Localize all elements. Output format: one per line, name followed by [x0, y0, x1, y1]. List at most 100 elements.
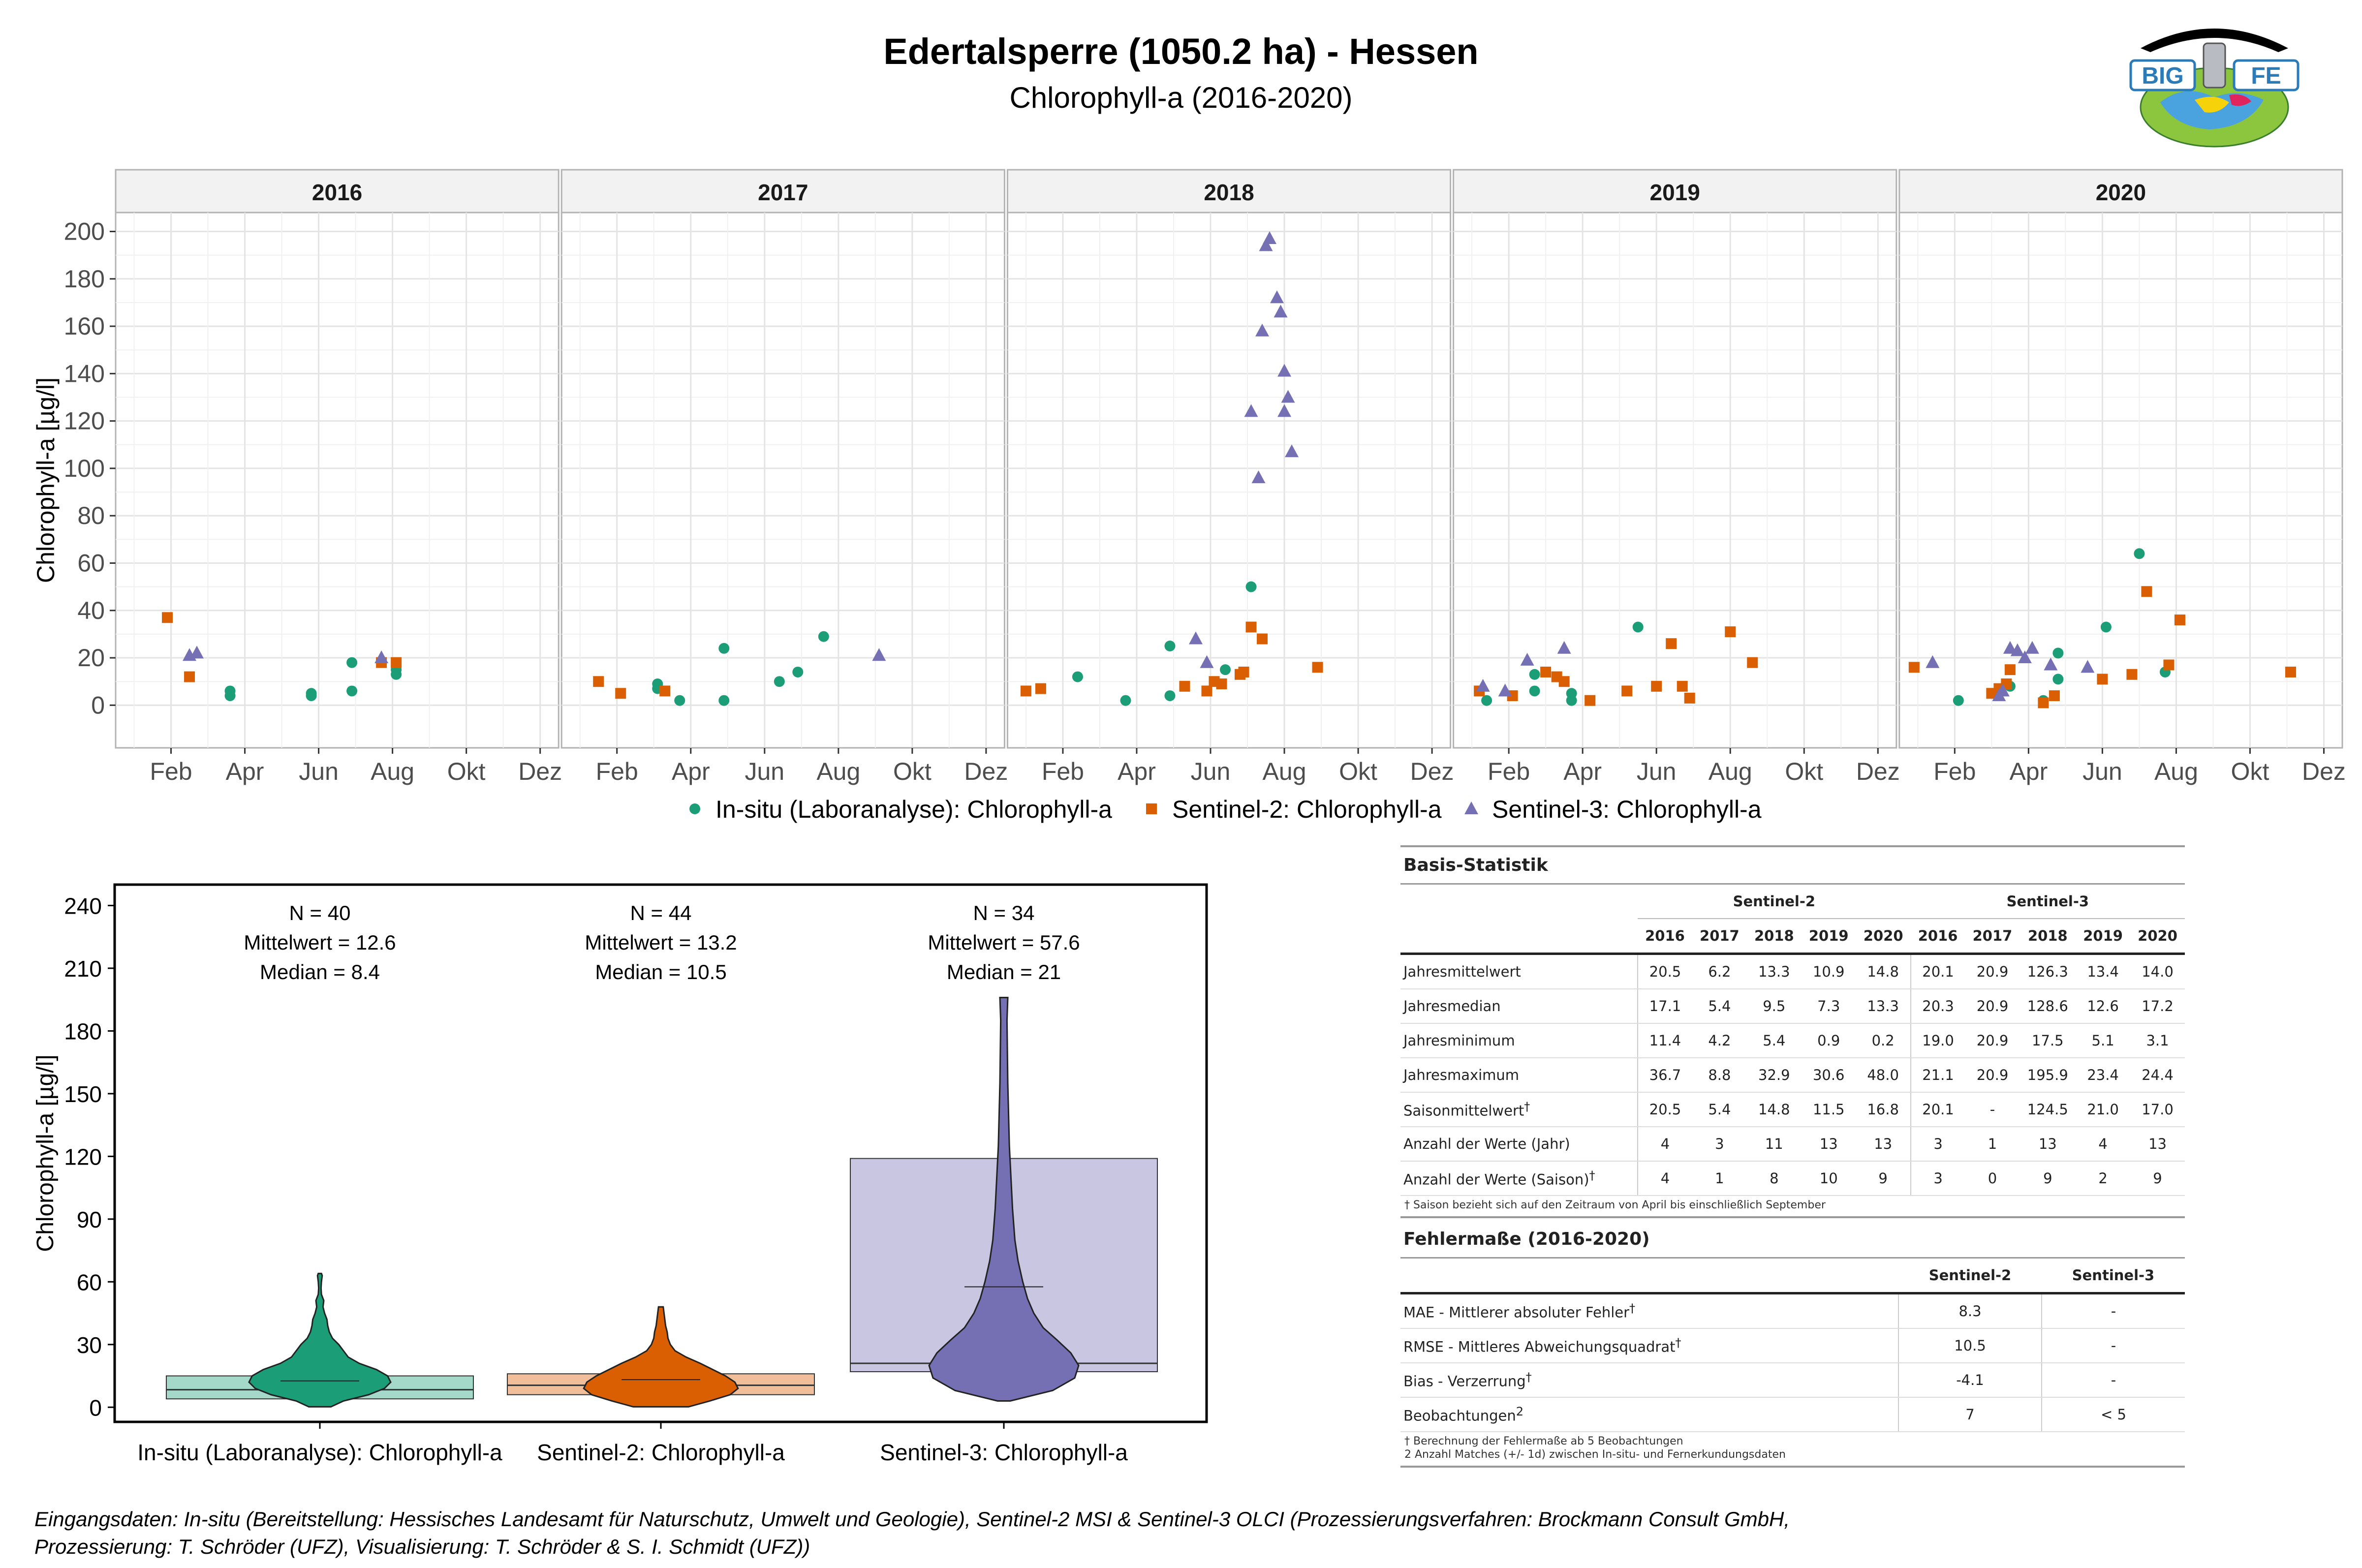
- x-tick-label: Aug: [1263, 758, 1306, 785]
- stat-cell: 0: [1965, 1161, 2020, 1196]
- x-tick-label: Apr: [672, 758, 710, 785]
- x-tick-label: Feb: [596, 758, 638, 785]
- point-insitu: [718, 643, 730, 654]
- facet-label-2020: 2020: [2096, 180, 2146, 205]
- basis-body: Jahresmittelwert 20.5 6.2 13.3 10.9 14.8 20.1 2…: [1400, 953, 2185, 1196]
- point-sentinel-3: [2025, 641, 2039, 654]
- stat-cell: 5.1: [2076, 1023, 2131, 1058]
- logo-arc: [2141, 29, 2288, 52]
- stat-cell: 4: [2076, 1127, 2131, 1162]
- stat-row-label: Jahresmittelwert: [1400, 953, 1638, 989]
- stat-cell: 0.9: [1801, 1023, 1856, 1058]
- logo-box-left: [2129, 59, 2196, 92]
- stat-cell: 9: [2130, 1161, 2185, 1196]
- violin-y-tick-label: 240: [64, 893, 102, 919]
- point-sentinel-2: [2285, 666, 2296, 677]
- stat-cell: 2: [2076, 1161, 2131, 1196]
- group-sentinel-2: Sentinel-2: [1638, 885, 1911, 919]
- page-subtitle: Chlorophyll-a (2016-2020): [1009, 81, 1353, 114]
- x-tick-label: Apr: [1563, 758, 1602, 785]
- facet-strip-2019: [1453, 169, 1897, 214]
- annot-mean-s3: Mittelwert = 57.6: [928, 931, 1080, 954]
- x-tick-label: Okt: [2231, 758, 2269, 785]
- error-row: RMSE - Mittleres Abweichungsquadrat† 10.5…: [1400, 1328, 2185, 1363]
- stat-cell: 17.5: [2020, 1023, 2076, 1058]
- stat-cell: 20.1: [1910, 953, 1965, 989]
- point-insitu: [1529, 685, 1540, 697]
- source-footer: Eingangsdaten: In-situ (Bereitstellung: …: [34, 1506, 2298, 1561]
- x-tick-label: Dez: [1856, 758, 1900, 785]
- facet-panel-2018: [1006, 212, 1452, 749]
- point-insitu: [2100, 621, 2112, 633]
- error-footnote-1: † Berechnung der Fehlermaße ab 5 Beobach…: [1404, 1435, 1683, 1447]
- group-sentinel-3: Sentinel-3: [1910, 885, 2185, 919]
- stat-cell: 195.9: [2020, 1058, 2076, 1093]
- footnote-mark: †: [1524, 1100, 1530, 1114]
- facet-label-2018: 2018: [1204, 180, 1254, 205]
- violin-x-label-s3: Sentinel-3: Chlorophyll-a: [880, 1440, 1128, 1465]
- point-insitu: [1566, 695, 1577, 706]
- scatter-chart: 2016 Feb Apr Jun Aug Okt Dez 2017 Feb Apr Jun Aug Ok…: [32, 169, 2346, 823]
- stat-cell: 48.0: [1856, 1058, 1911, 1093]
- basis-footnote: † Saison bezieht sich auf den Zeitraum v…: [1400, 1196, 2185, 1218]
- point-sentinel-3: [2018, 650, 2032, 664]
- point-sentinel-3: [1263, 231, 1277, 244]
- error-row-label: RMSE - Mittleres Abweichungsquadrat†: [1400, 1328, 1898, 1363]
- point-sentinel-3: [1277, 404, 1292, 417]
- stat-cell: 9: [1856, 1161, 1911, 1196]
- footer-line-1: Eingangsdaten: In-situ (Bereitstellung: …: [34, 1507, 1790, 1531]
- x-tick-label: Okt: [1785, 758, 1823, 785]
- point-sentinel-2: [1245, 621, 1257, 633]
- point-insitu: [1164, 640, 1176, 651]
- point-sentinel-2: [1684, 692, 1695, 704]
- x-tick-label: Jun: [1191, 758, 1231, 785]
- x-tick-label: Aug: [816, 758, 860, 785]
- point-sentinel-2: [1747, 657, 1758, 668]
- stat-cell: 4.2: [1692, 1023, 1747, 1058]
- point-sentinel-3: [1476, 678, 1490, 692]
- stat-row-label: Anzahl der Werte (Saison)†: [1400, 1161, 1638, 1196]
- stat-cell: 36.7: [1637, 1058, 1692, 1093]
- stat-cell: 13.3: [1746, 953, 1802, 989]
- point-sentinel-2: [2174, 615, 2185, 626]
- error-cell: < 5: [2041, 1397, 2185, 1432]
- stat-row-label: Jahresmaximum: [1400, 1058, 1638, 1093]
- x-tick-label: Okt: [447, 758, 486, 785]
- point-sentinel-3: [1188, 631, 1203, 645]
- stat-row: Jahresmittelwert 20.5 6.2 13.3 10.9 14.8 20.1 2…: [1400, 953, 2185, 989]
- stat-cell: 32.9: [1746, 1058, 1802, 1093]
- point-sentinel-2: [1725, 626, 1736, 638]
- point-sentinel-2: [2038, 697, 2049, 708]
- error-table: Sentinel-2 Sentinel-3 MAE - Mittlerer ab…: [1400, 1259, 2185, 1432]
- point-sentinel-2: [391, 657, 402, 668]
- error-title: Fehlermaße (2016-2020): [1400, 1221, 2185, 1259]
- point-insitu: [1219, 664, 1231, 676]
- annot-median-s2: Median = 10.5: [595, 960, 726, 984]
- stat-cell: 20.1: [1910, 1092, 1965, 1127]
- stat-cell: 5.4: [1692, 989, 1747, 1024]
- error-cell: 7: [1898, 1397, 2042, 1432]
- point-sentinel-2: [1020, 685, 1031, 697]
- violin-y-tick-label: 0: [89, 1395, 102, 1420]
- point-insitu: [1632, 621, 1644, 633]
- stat-row: Anzahl der Werte (Jahr) 4 3 11 13 13 3 1 13 4 13: [1400, 1127, 2185, 1162]
- error-body: MAE - Mittlerer absoluter Fehler† 8.3- RMS…: [1400, 1293, 2185, 1432]
- stat-cell: 16.8: [1856, 1092, 1911, 1127]
- stat-cell: 7.3: [1801, 989, 1856, 1024]
- x-tick-label: Apr: [226, 758, 264, 785]
- facet-panel-2017: [560, 212, 1005, 749]
- point-insitu: [2052, 647, 2064, 659]
- stat-cell: 11.4: [1637, 1023, 1692, 1058]
- stat-row: Jahresminimum 11.4 4.2 5.4 0.9 0.2 19.0 20.9 17.…: [1400, 1023, 2185, 1058]
- y-tick-label: 80: [77, 502, 105, 529]
- logo-text-left: BIG: [2142, 63, 2183, 89]
- stat-cell: 20.5: [1637, 953, 1692, 989]
- x-tick-label: Dez: [964, 758, 1008, 785]
- x-tick-label: Aug: [2154, 758, 2198, 785]
- stat-cell: 20.3: [1910, 989, 1965, 1024]
- x-tick-label: Dez: [2302, 758, 2346, 785]
- stat-cell: 126.3: [2020, 953, 2076, 989]
- x-tick-label: Aug: [1709, 758, 1752, 785]
- x-tick-label: Okt: [1339, 758, 1377, 785]
- point-sentinel-3: [1498, 683, 1512, 697]
